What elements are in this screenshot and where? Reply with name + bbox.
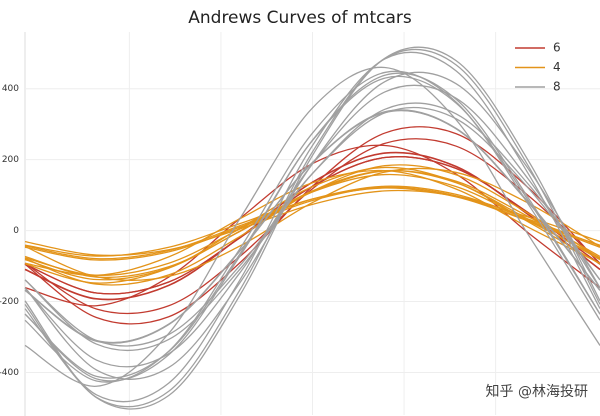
andrews-curve (24, 46, 600, 410)
legend-label: 8 (553, 80, 561, 94)
y-tick-label: -200 (0, 297, 19, 307)
andrews-curve (24, 169, 600, 276)
legend-label: 4 (553, 60, 561, 74)
y-tick-label: -400 (0, 368, 19, 378)
curves (24, 46, 600, 410)
andrews-curve (24, 167, 600, 281)
andrews-curve (24, 187, 600, 257)
watermark: 知乎 @林海投研 (486, 383, 588, 400)
andrews-curve (24, 166, 600, 284)
andrews-curve (24, 48, 600, 408)
y-tick-label: 0 (13, 226, 19, 236)
chart-title: Andrews Curves of mtcars (188, 8, 412, 28)
grid (25, 32, 600, 415)
andrews-curve (24, 106, 600, 347)
foreground: -400 -200 0 200 400 6 4 8 (0, 41, 561, 378)
andrews-curve (24, 66, 600, 387)
andrews-curve (24, 169, 600, 281)
andrews-curve (24, 70, 600, 383)
andrews-curve (24, 51, 600, 403)
andrews-curve (24, 75, 600, 379)
y-tick-label: 400 (2, 84, 19, 94)
y-tick-label: 200 (2, 155, 19, 165)
legend-label: 6 (553, 41, 561, 55)
andrews-curve (24, 186, 600, 261)
